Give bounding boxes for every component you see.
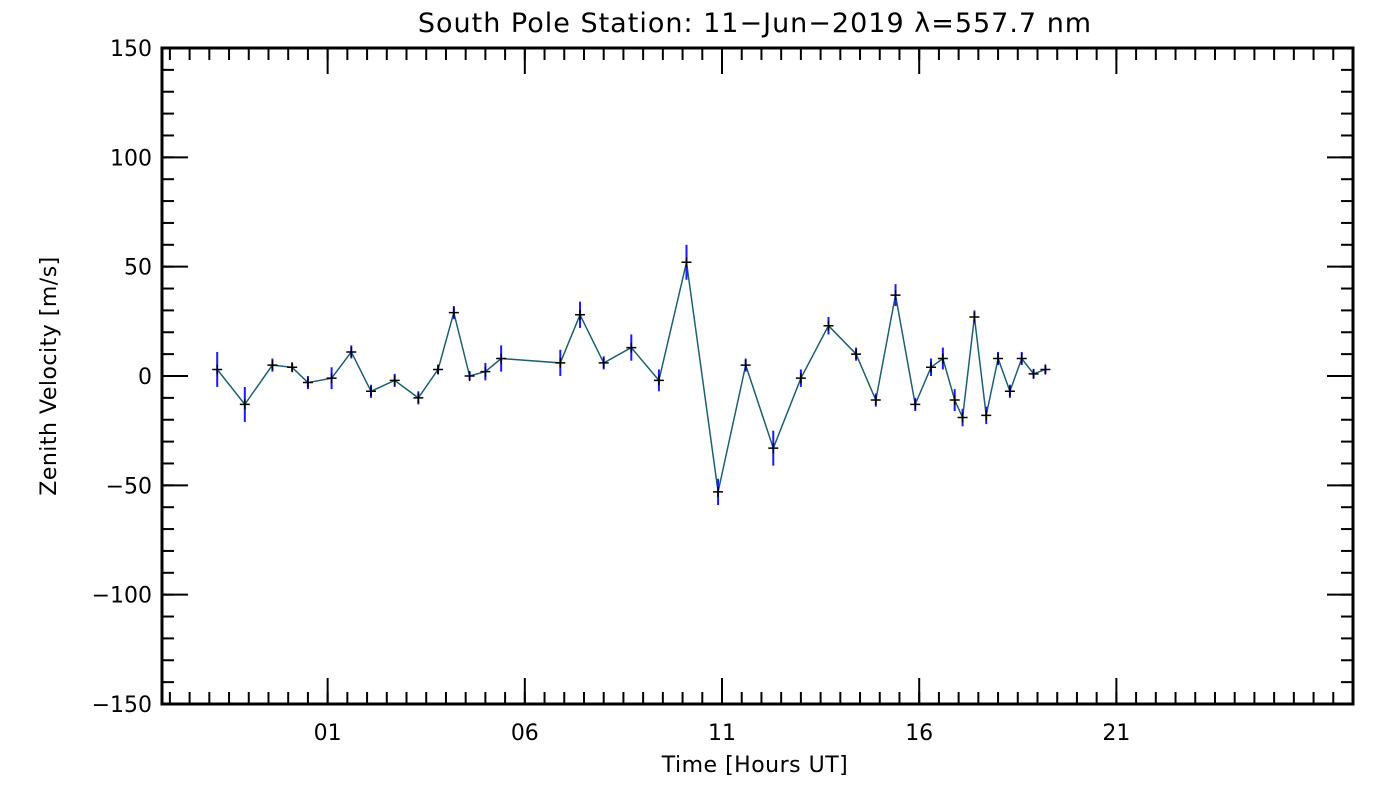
data-point xyxy=(981,410,992,421)
data-point xyxy=(326,373,337,384)
x-tick-label: 06 xyxy=(511,721,539,746)
y-tick-label: −100 xyxy=(92,584,152,609)
data-point xyxy=(575,309,586,320)
point-markers xyxy=(212,257,1051,497)
data-point xyxy=(239,399,250,410)
data-point xyxy=(287,362,298,373)
y-tick-label: 100 xyxy=(110,146,152,171)
data-point xyxy=(823,320,834,331)
data-point xyxy=(969,311,980,322)
data-point xyxy=(464,371,475,381)
data-point xyxy=(910,399,921,410)
data-point xyxy=(957,412,968,423)
data-point xyxy=(413,392,424,403)
data-point xyxy=(681,257,692,268)
data-point xyxy=(993,353,1004,364)
data-point xyxy=(768,443,779,454)
data-point xyxy=(937,353,948,364)
data-point xyxy=(598,357,609,368)
data-point xyxy=(1040,364,1051,375)
data-point xyxy=(267,360,278,371)
minor-ticks xyxy=(162,47,1354,705)
data-point xyxy=(302,377,313,388)
x-tick-label: 01 xyxy=(314,721,342,746)
y-tick-label: 150 xyxy=(110,37,152,62)
data-point xyxy=(1004,386,1015,397)
data-point xyxy=(1016,353,1027,364)
y-tick-label: 50 xyxy=(124,256,152,281)
data-point xyxy=(389,375,400,386)
series-path xyxy=(216,262,1046,493)
data-point xyxy=(890,290,901,301)
major-ticks xyxy=(162,47,1353,705)
x-tick-label: 11 xyxy=(708,721,736,746)
data-point xyxy=(926,362,937,373)
data-point xyxy=(496,353,507,364)
data-point xyxy=(346,346,357,357)
x-axis-label: Time [Hours UT] xyxy=(661,753,849,778)
error-bars xyxy=(216,244,1047,506)
data-point xyxy=(433,364,444,375)
chart-title: South Pole Station: 11−Jun−2019 λ=557.7 … xyxy=(418,8,1092,39)
data-point xyxy=(795,373,806,384)
data-point xyxy=(653,375,664,386)
series-line xyxy=(216,262,1046,493)
x-tick-labels: 01 06 11 16 21 xyxy=(314,721,1131,746)
data-point xyxy=(212,364,223,375)
y-tick-label: −50 xyxy=(106,474,152,499)
data-point xyxy=(949,395,960,406)
data-point xyxy=(448,307,459,318)
x-tick-label: 16 xyxy=(905,721,933,746)
data-point xyxy=(851,349,862,360)
data-point xyxy=(1028,368,1039,379)
data-point xyxy=(870,395,881,406)
y-tick-label: −150 xyxy=(92,693,152,718)
y-tick-labels: 150 100 50 0 −50 −100 −150 xyxy=(92,37,152,718)
y-axis-label: Zenith Velocity [m/s] xyxy=(37,256,62,496)
data-point xyxy=(480,366,491,377)
plot-frame xyxy=(160,46,1355,706)
y-tick-label: 0 xyxy=(138,365,152,390)
data-point xyxy=(555,357,566,368)
x-tick-label: 21 xyxy=(1102,721,1130,746)
data-point xyxy=(740,360,751,371)
data-point xyxy=(713,486,724,497)
data-point xyxy=(626,342,637,353)
data-point xyxy=(366,386,377,397)
